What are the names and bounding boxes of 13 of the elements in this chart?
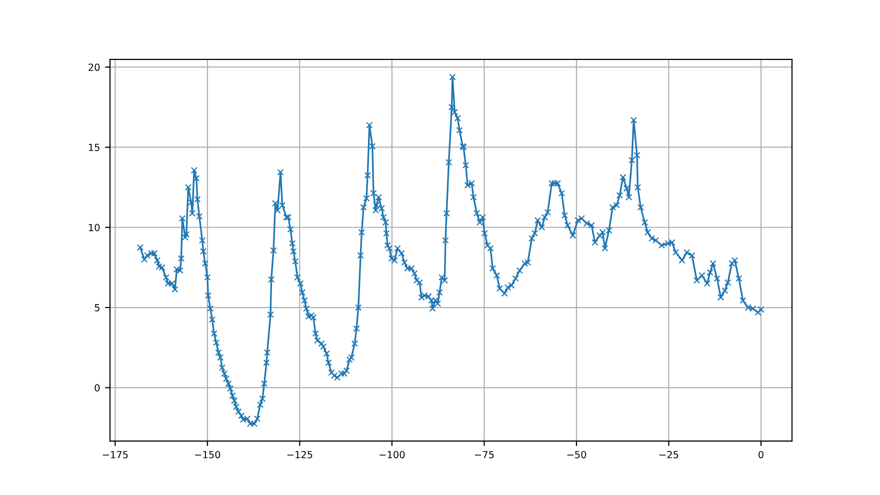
y-tick-label: 5 [94,304,100,312]
y-tick-label: 15 [88,144,100,152]
x-tick-label: −175 [102,451,128,458]
x-tick-label: −75 [474,451,494,458]
x-tick-label: 0 [758,450,764,458]
y-tick-label: 20 [88,64,100,71]
x-tick-label: −125 [287,450,312,458]
x-tick-label: −25 [660,450,678,458]
y-tick-label: 10 [88,224,100,232]
y-tick-label: 0 [94,384,100,392]
x-tick-label: −50 [567,450,586,458]
x-tick-label: −150 [195,450,220,458]
x-tick-label: −100 [380,450,405,458]
